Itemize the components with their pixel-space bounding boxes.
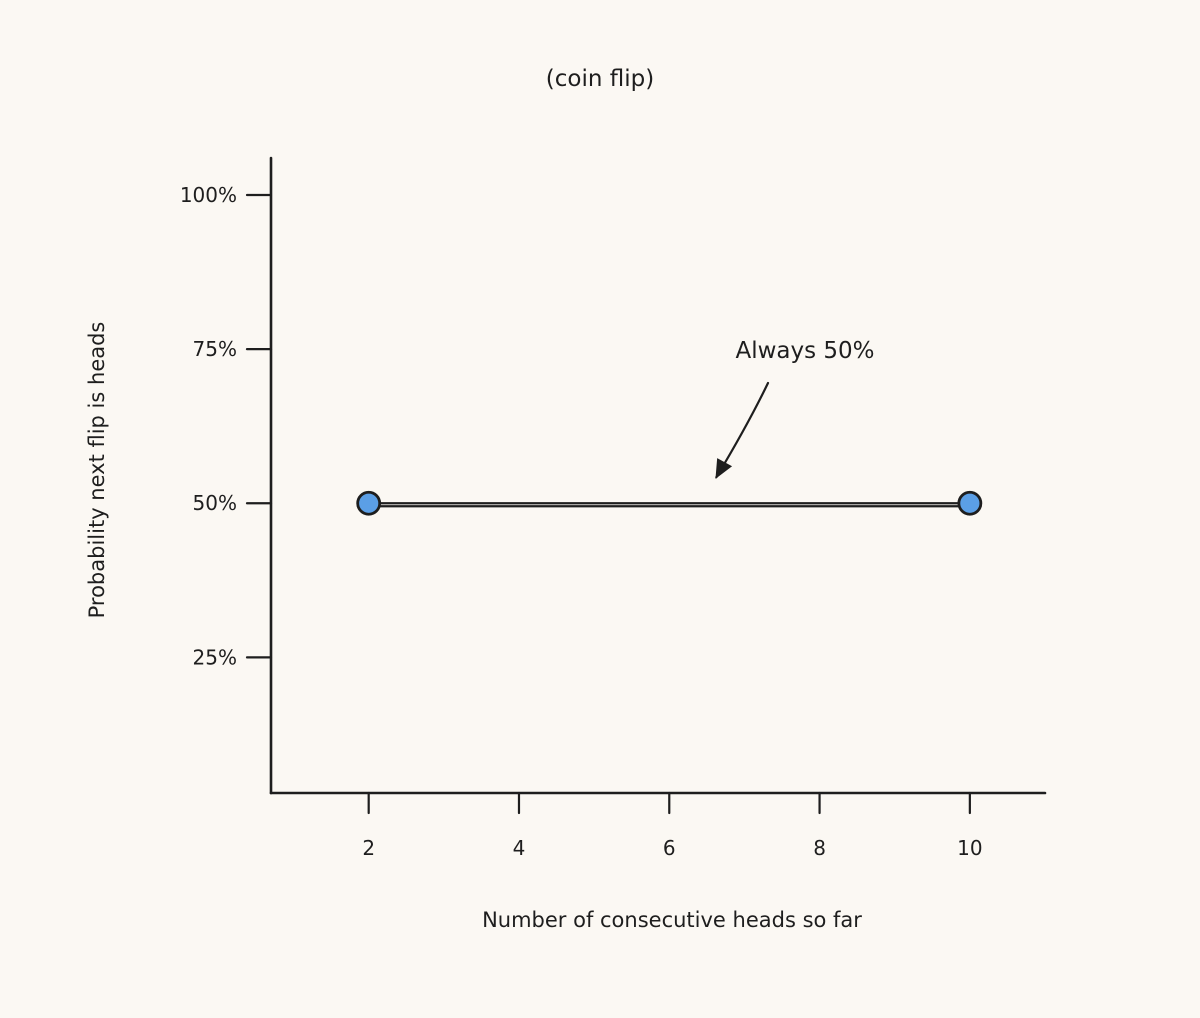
- x-tick-label: 6: [663, 836, 676, 860]
- data-point: [957, 490, 983, 516]
- annotation-arrowhead: [715, 458, 733, 479]
- x-tick-label: 10: [957, 836, 982, 860]
- x-tick-label: 4: [513, 836, 526, 860]
- data-point: [356, 490, 382, 516]
- y-tick-label: 75%: [193, 337, 237, 361]
- annotation-label: Always 50%: [735, 338, 874, 364]
- y-tick-label: 50%: [193, 491, 237, 515]
- x-tick-label: 2: [362, 836, 375, 860]
- y-axis-label: Probability next flip is heads: [85, 322, 109, 619]
- y-tick-label: 25%: [193, 645, 237, 669]
- chart-title: (coin flip): [546, 66, 654, 92]
- x-axis-label: Number of consecutive heads so far: [482, 908, 862, 932]
- x-tick-label: 8: [813, 836, 826, 860]
- y-tick-label: 100%: [180, 183, 237, 207]
